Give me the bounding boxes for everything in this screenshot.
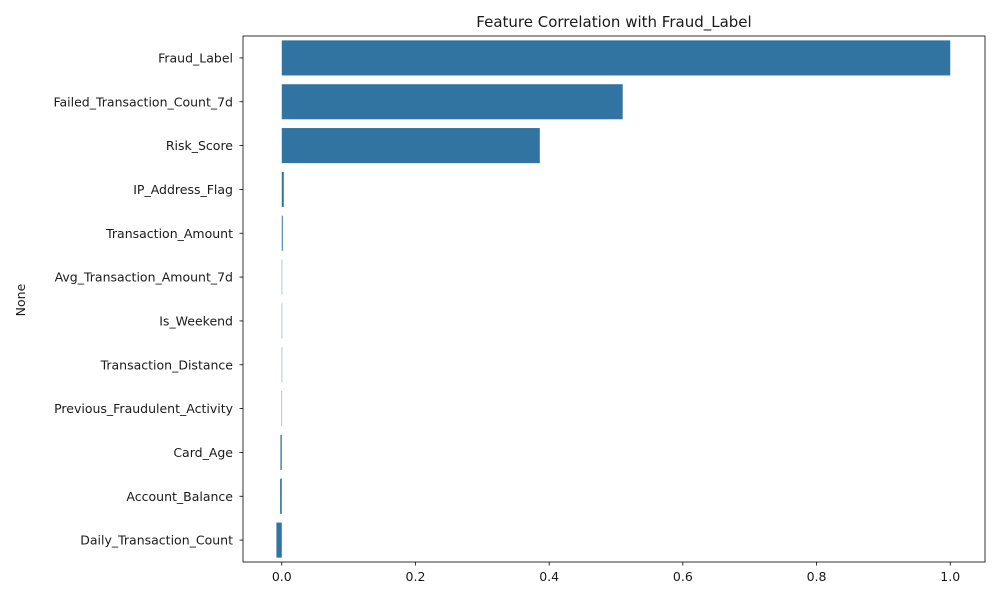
- bar-account-balance: [280, 478, 282, 514]
- y-tick-label: Transaction_Distance: [100, 357, 234, 372]
- chart-title: Feature Correlation with Fraud_Label: [476, 13, 751, 32]
- bars-group: [276, 40, 951, 558]
- y-tick-label: Fraud_Label: [158, 50, 233, 65]
- bar-risk-score: [281, 128, 540, 164]
- x-tick-label: 0.0: [272, 569, 292, 584]
- x-tick-label: 0.2: [406, 569, 426, 584]
- y-axis-label: None: [13, 283, 28, 316]
- y-tick-label: Risk_Score: [166, 138, 233, 153]
- y-axis-ticks: Fraud_Label Failed_Transaction_Count_7d Ri…: [53, 50, 243, 548]
- bar-failed-transaction-count-7d: [281, 84, 623, 120]
- bar-card-age: [280, 434, 282, 470]
- x-tick-label: 1.0: [940, 569, 960, 584]
- x-tick-label: 0.6: [673, 569, 693, 584]
- y-tick-label: Failed_Transaction_Count_7d: [53, 94, 233, 109]
- bar-fraud-label: [281, 40, 951, 76]
- y-tick-label: Card_Age: [173, 445, 233, 460]
- x-tick-label: 0.4: [539, 569, 559, 584]
- x-axis-ticks: 0.0 0.2 0.4 0.6 0.8 1.0: [272, 562, 960, 584]
- x-tick-label: 0.8: [807, 569, 827, 584]
- bar-ip-address-flag: [281, 171, 284, 207]
- y-tick-label: Avg_Transaction_Amount_7d: [55, 270, 233, 285]
- y-tick-label: Account_Balance: [126, 489, 233, 504]
- y-tick-label: Is_Weekend: [159, 313, 233, 328]
- y-tick-label: Transaction_Amount: [105, 226, 233, 241]
- bar-daily-transaction-count: [276, 522, 282, 558]
- bar-transaction-amount: [281, 215, 283, 251]
- y-tick-label: Previous_Fraudulent_Activity: [54, 401, 234, 416]
- plot-frame: [242, 35, 986, 563]
- y-tick-label: IP_Address_Flag: [133, 182, 233, 197]
- y-tick-label: Daily_Transaction_Count: [80, 533, 233, 548]
